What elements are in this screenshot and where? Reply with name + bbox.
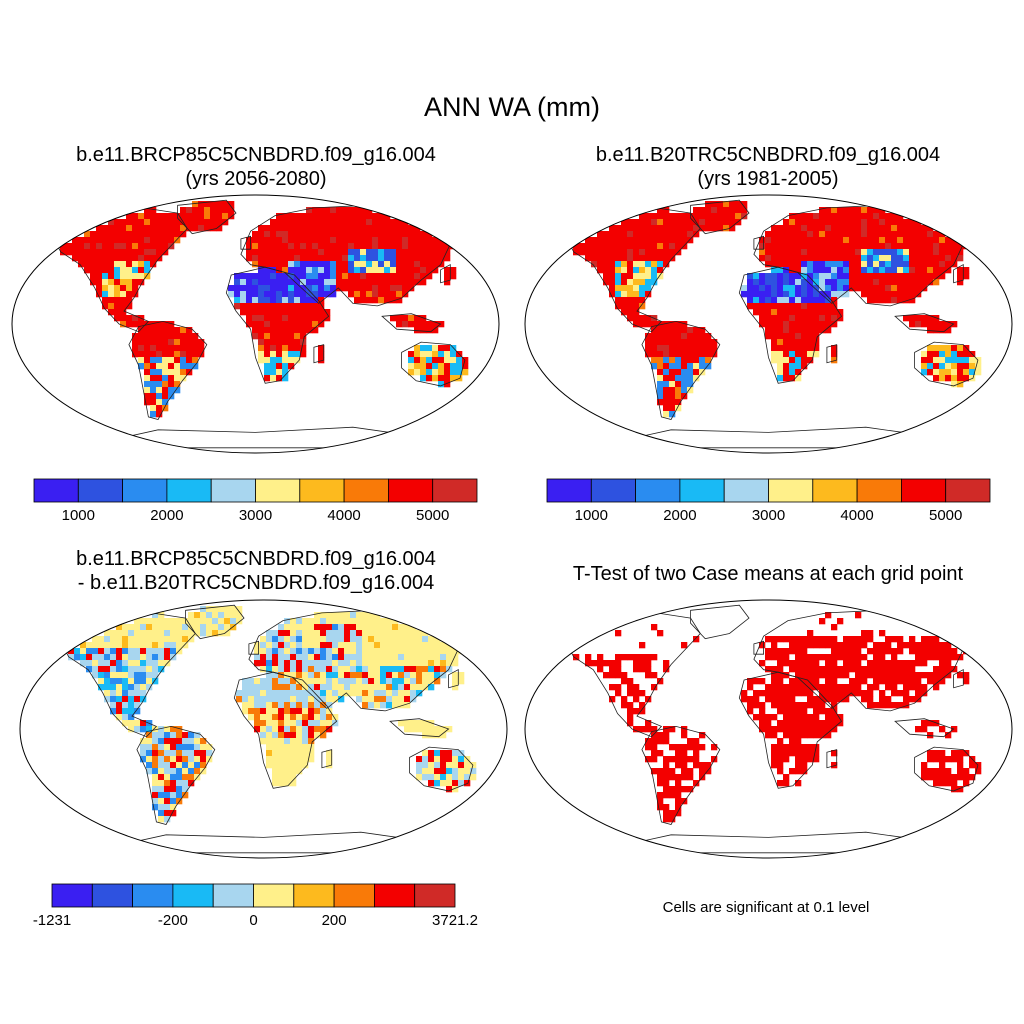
colorbar-swatch [414, 883, 456, 908]
colorbar-swatch [945, 478, 991, 503]
colorbar-swatch [293, 883, 335, 908]
panel-4-title: T-Test of two Case means at each grid po… [512, 562, 1024, 586]
map-grid-cells [60, 201, 469, 418]
panel-1-title: b.e11.BRCP85C5CNBDRD.f09_g16.004 (yrs 20… [0, 143, 512, 191]
figure-title: ANN WA (mm) [424, 92, 600, 122]
colorbar-swatch [212, 883, 254, 908]
colorbar-swatch [333, 883, 375, 908]
colorbar-tick-label: 1000 [61, 507, 95, 524]
panel-1-title-line2: (yrs 2056-2080) [185, 168, 327, 190]
panel-3-title: b.e11.BRCP85C5CNBDRD.f09_g16.004 - b.e11… [0, 547, 512, 595]
panel-2-title-line2: (yrs 1981-2005) [697, 168, 839, 190]
colorbar-tick-label: 5000 [929, 507, 963, 524]
map-grid-cells [573, 201, 982, 418]
colorbar-swatch [51, 883, 93, 908]
coastlines [50, 199, 476, 449]
colorbar-swatch [91, 883, 134, 908]
panel-2-title-line1: b.e11.B20TRC5CNBDRD.f09_g16.004 [595, 144, 941, 166]
colorbar-tick-label: -1231 [32, 912, 72, 929]
colorbar-swatch [373, 883, 416, 908]
colorbar-swatch [172, 883, 214, 908]
colorbar-tick-label: 2000 [663, 507, 697, 524]
colorbar-tick-label: 200 [321, 912, 347, 929]
significance-note: Cells are significant at 0.1 level [662, 899, 870, 916]
colorbar-swatch [432, 478, 478, 503]
map-border [19, 599, 508, 859]
panel-3-title-line2: - b.e11.B20TRC5CNBDRD.f09_g16.004 [77, 572, 435, 594]
colorbar-tick-label: 4000 [327, 507, 361, 524]
colorbar-tick-label: 1000 [574, 507, 608, 524]
colorbar-tick-label: 3000 [238, 507, 273, 524]
colorbar-tick-label: 3000 [751, 507, 786, 524]
map-border [524, 194, 1013, 454]
colorbar-swatch [253, 883, 295, 908]
colorbar-tick-label: -200 [157, 912, 188, 929]
panel-1-title-line1: b.e11.BRCP85C5CNBDRD.f09_g16.004 [76, 144, 436, 166]
coastlines [563, 604, 989, 854]
colorbar-tick-label: 2000 [150, 507, 184, 524]
colorbar-tick-label: 3721.2 [432, 912, 478, 929]
colorbar-tick-label: 4000 [840, 507, 874, 524]
panel-4-title-line1: T-Test of two Case means at each grid po… [572, 563, 964, 585]
colorbar-swatch [132, 883, 174, 908]
map-border [11, 194, 500, 454]
panel-3-title-line1: b.e11.BRCP85C5CNBDRD.f09_g16.004 [76, 548, 436, 570]
map-grid-cells [573, 612, 982, 823]
panel-2-title: b.e11.B20TRC5CNBDRD.f09_g16.004 (yrs 198… [512, 143, 1024, 191]
map-border [524, 599, 1013, 859]
map-grid-cells [68, 606, 477, 823]
colorbar-tick-label: 0 [249, 912, 258, 929]
colorbar-tick-label: 5000 [416, 507, 450, 524]
